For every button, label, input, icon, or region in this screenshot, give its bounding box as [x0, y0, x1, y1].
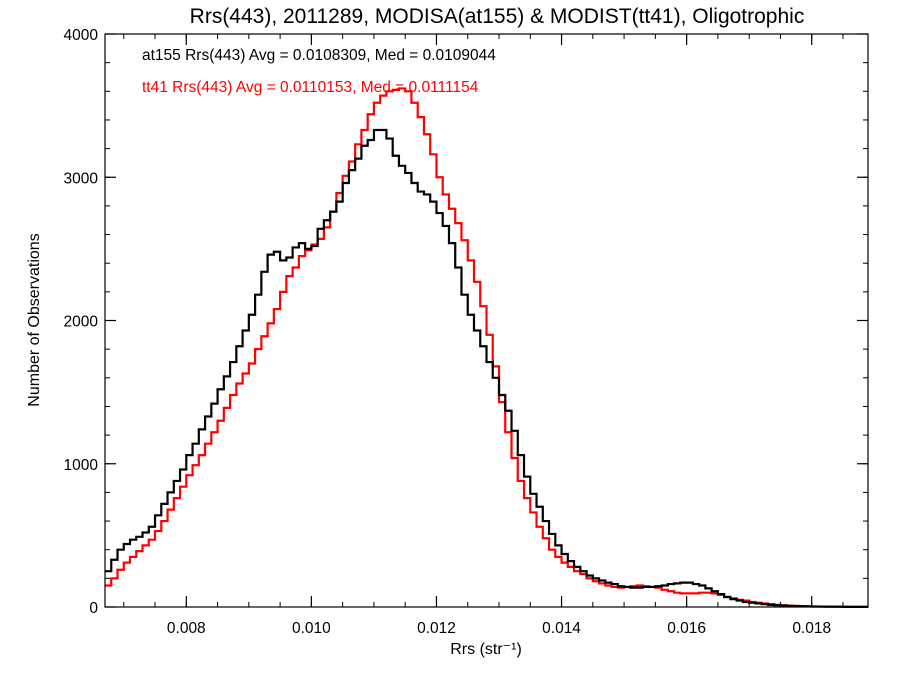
at155-stats-annotation: at155 Rrs(443) Avg = 0.0108309, Med = 0.… — [142, 47, 496, 64]
tt41-stats-annotation: tt41 Rrs(443) Avg = 0.0110153, Med = 0.0… — [142, 79, 479, 96]
x-tick-label: 0.008 — [167, 620, 206, 637]
series-group — [105, 87, 868, 608]
y-axis-label: Number of Observations — [26, 233, 43, 406]
x-tick-label: 0.016 — [667, 620, 706, 637]
x-tick-label: 0.014 — [542, 620, 581, 637]
y-tick-label: 2000 — [64, 314, 99, 331]
at155-histogram-line — [105, 128, 868, 608]
axes: 0.008 0.010 0.012 0.014 0.016 0.018 0 1000 2000 3… — [64, 27, 868, 637]
y-tick-label: 3000 — [64, 170, 99, 187]
x-axis-label: Rrs (str⁻¹) — [450, 641, 522, 658]
y-tick-label: 4000 — [64, 27, 99, 44]
y-tick-label: 0 — [89, 600, 98, 617]
x-tick-label: 0.018 — [792, 620, 831, 637]
x-tick-label: 0.012 — [417, 620, 456, 637]
x-tick-label: 0.010 — [292, 620, 331, 637]
y-tick-label: 1000 — [64, 457, 99, 474]
chart-title: Rrs(443), 2011289, MODISA(at155) & MODIS… — [190, 5, 805, 28]
